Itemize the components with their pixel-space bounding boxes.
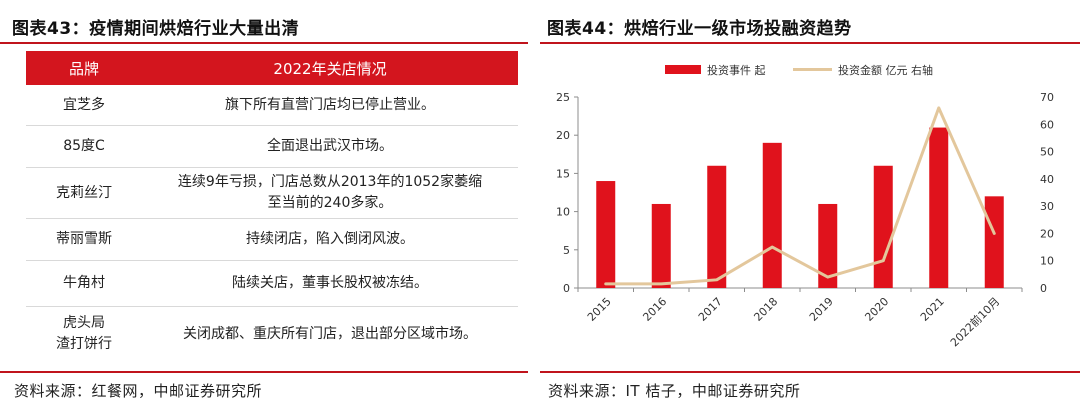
store-closure-table: 品牌 2022年关店情况 宜芝多 旗下所有直营门店均已停止营业。 85度C 全面退出武… <box>26 51 518 361</box>
line-investment-amount <box>604 106 996 286</box>
table-header-row: 品牌 2022年关店情况 <box>26 51 518 85</box>
brand-cell: 85度C <box>26 125 142 168</box>
closure-cell: 关闭成都、重庆所有门店，退出部分区域市场。 <box>142 306 518 361</box>
left-tick-label: 25 <box>556 91 570 104</box>
x-tick-label: 2019 <box>807 295 836 324</box>
bar-investment-events <box>818 203 838 288</box>
brand-cell: 牛角村 <box>26 260 142 307</box>
x-tick-label: 2016 <box>640 295 669 324</box>
figure-44-title: 图表44：烘焙行业一级市场投融资趋势 <box>547 19 852 39</box>
x-tick-label: 2020 <box>862 295 891 324</box>
brand-cell: 宜芝多 <box>26 85 142 126</box>
brand-name: 牛角村 <box>63 275 105 291</box>
closure-text: 至当前的240多家。 <box>267 195 393 211</box>
closure-text: 旗下所有直营门店均已停止营业。 <box>225 96 435 113</box>
x-tick-label: 2021 <box>918 295 947 324</box>
legend-bar-label: 投资事件 起 <box>707 63 766 77</box>
closure-text: 全面退出武汉市场。 <box>267 138 393 154</box>
closure-text: 连续9年亏损，门店总数从2013年的1052家萎缩 <box>177 174 483 190</box>
right-tick-label: 20 <box>1040 227 1054 240</box>
closure-cell: 持续闭店，陷入倒闭风波。 <box>142 218 518 261</box>
closure-cell: 陆续关店，董事长股权被冻结。 <box>142 260 518 307</box>
brand-cell: 蒂丽雪斯 <box>26 218 142 261</box>
left-tick-label: 0 <box>563 282 570 295</box>
brand-cell: 虎头局 渣打饼行 <box>26 306 142 361</box>
legend-line-label: 投资金额 亿元 右轴 <box>838 63 933 77</box>
closure-text: 持续闭店，陷入倒闭风波。 <box>246 231 414 247</box>
title-divider <box>540 42 1080 44</box>
brand-name: 宜芝多 <box>63 96 105 113</box>
bar-investment-events <box>651 203 671 288</box>
right-tick-label: 10 <box>1040 255 1054 268</box>
right-tick-label: 30 <box>1040 200 1054 213</box>
brand-name: 85度C <box>63 138 105 154</box>
x-tick-label: 2017 <box>696 295 725 324</box>
table-row: 85度C 全面退出武汉市场。 <box>26 125 518 168</box>
right-tick-label: 40 <box>1040 173 1054 186</box>
title-divider <box>0 42 528 44</box>
bar-investment-events <box>596 181 616 288</box>
figure-43-title: 图表43：疫情期间烘焙行业大量出清 <box>12 19 300 39</box>
source-divider <box>540 371 1080 373</box>
right-tick-label: 0 <box>1040 282 1047 295</box>
closure-cell: 旗下所有直营门店均已停止营业。 <box>142 85 518 126</box>
x-tick-label: 2022前10月 <box>947 294 1002 349</box>
brand-cell: 克莉丝汀 <box>26 167 142 219</box>
table-row: 宜芝多 旗下所有直营门店均已停止营业。 <box>26 85 518 126</box>
header-brand: 品牌 <box>26 51 142 85</box>
bar-investment-events <box>929 127 949 288</box>
brand-name: 虎头局 <box>63 315 105 331</box>
x-tick-label: 2018 <box>751 295 780 324</box>
left-tick-label: 10 <box>556 206 570 219</box>
investment-trend-chart: 投资事件 起 投资金额 亿元 右轴 0 5 10 15 20 25 0 10 20 30 40 50 60 7… <box>556 63 1054 349</box>
bar-investment-events <box>762 142 782 288</box>
brand-name: 渣打饼行 <box>56 336 112 352</box>
right-tick-label: 60 <box>1040 118 1054 131</box>
left-source: 资料来源：红餐网，中邮证券研究所 <box>14 382 263 400</box>
legend-bar-swatch <box>665 65 701 74</box>
right-source: 资料来源：IT 桔子，中邮证券研究所 <box>548 382 801 400</box>
right-tick-label: 70 <box>1040 91 1054 104</box>
left-panel: 图表43：疫情期间烘焙行业大量出清 品牌 2022年关店情况 宜芝多 旗下所有直营… <box>0 0 528 414</box>
bar-investment-events <box>707 165 727 288</box>
left-tick-label: 15 <box>556 167 570 180</box>
bar-investment-events <box>984 196 1004 288</box>
table-row: 牛角村 陆续关店，董事长股权被冻结。 <box>26 260 518 307</box>
table-row: 蒂丽雪斯 持续闭店，陷入倒闭风波。 <box>26 218 518 261</box>
closure-text: 关闭成都、重庆所有门店，退出部分区域市场。 <box>183 325 477 342</box>
header-closure: 2022年关店情况 <box>142 51 518 85</box>
source-divider <box>0 371 528 373</box>
bar-investment-events <box>873 165 893 288</box>
table-row: 虎头局渣打饼行 关闭成都、重庆所有门店，退出部分区域市场。 <box>26 306 518 361</box>
left-tick-label: 20 <box>556 129 570 142</box>
brand-name: 蒂丽雪斯 <box>56 231 112 247</box>
closure-text: 陆续关店，董事长股权被冻结。 <box>232 275 428 291</box>
brand-name: 克莉丝汀 <box>56 184 112 201</box>
x-tick-label: 2015 <box>585 295 614 324</box>
right-tick-label: 50 <box>1040 146 1054 159</box>
closure-cell: 连续9年亏损，门店总数从2013年的1052家萎缩 至当前的240多家。 <box>142 167 518 219</box>
table-row: 克莉丝汀 连续9年亏损，门店总数从2013年的1052家萎缩 至当前的240多家。 <box>26 167 518 219</box>
closure-cell: 全面退出武汉市场。 <box>142 125 518 168</box>
right-panel: 图表44：烘焙行业一级市场投融资趋势 投资事件 起 投资金额 亿元 右轴 0 5 10 1… <box>540 0 1080 414</box>
left-tick-label: 5 <box>563 244 570 257</box>
